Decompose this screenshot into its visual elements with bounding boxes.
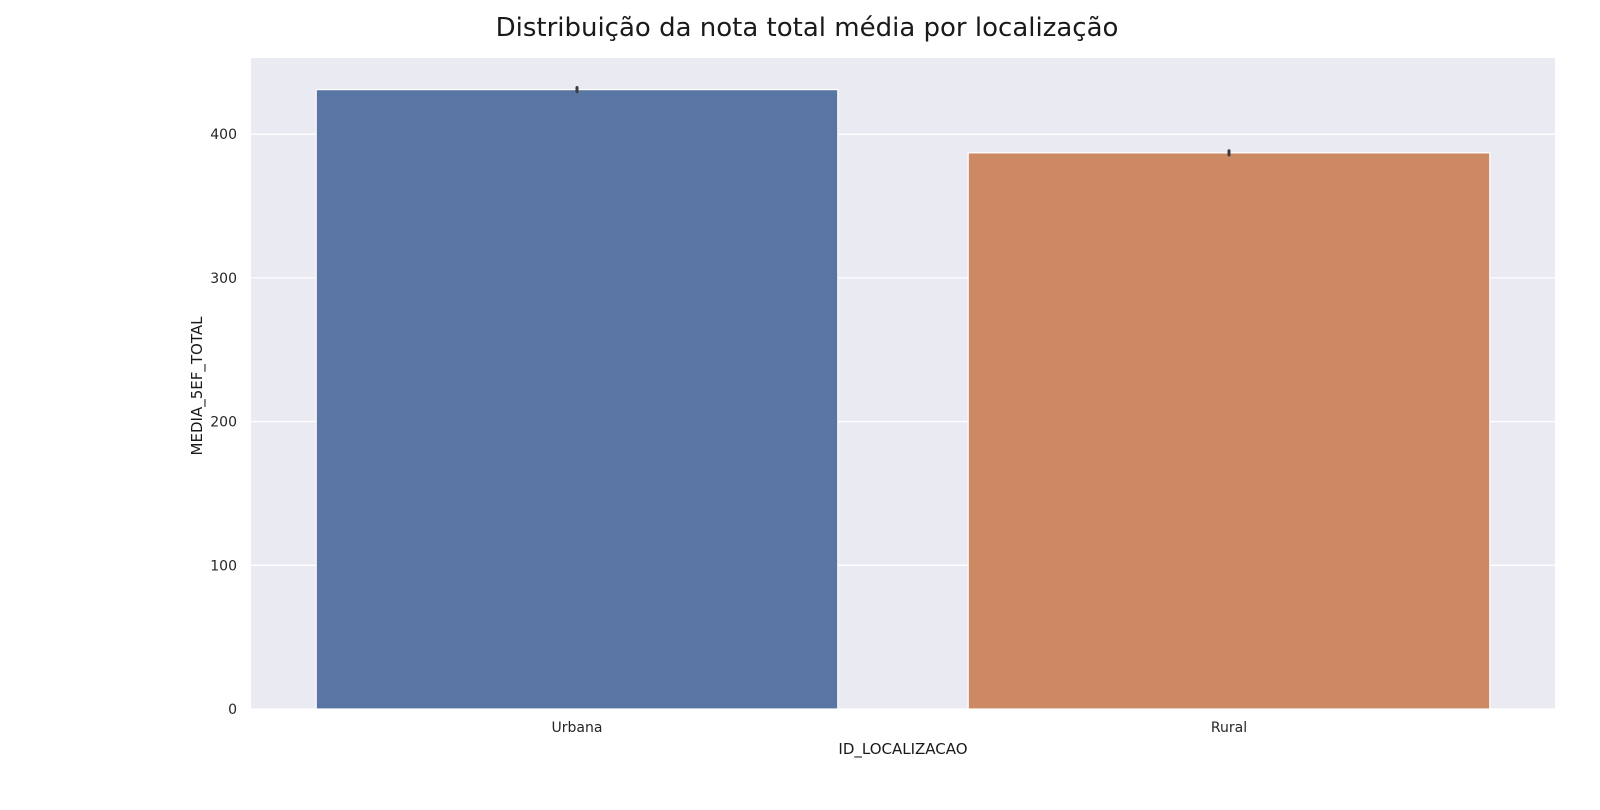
- chart-title: Distribuição da nota total média por loc…: [496, 13, 1119, 43]
- y-axis-ticks: 0 100 200 300 400: [210, 127, 237, 718]
- bar-urbana: [315, 89, 839, 710]
- x-axis-label: ID_LOCALIZACAO: [838, 740, 967, 759]
- bar-rural: [967, 152, 1491, 710]
- y-tick-label: 100: [210, 558, 237, 574]
- y-tick-label: 400: [210, 127, 237, 143]
- x-axis-ticks: Urbana Rural: [552, 720, 1248, 736]
- bars: [315, 85, 1491, 710]
- y-tick-label: 0: [228, 702, 237, 718]
- x-tick-label: Urbana: [552, 720, 603, 736]
- y-axis-label: MEDIA_5EF_TOTAL: [188, 316, 207, 456]
- x-tick-label: Rural: [1211, 720, 1247, 736]
- y-tick-label: 200: [210, 415, 237, 431]
- y-tick-label: 300: [210, 271, 237, 287]
